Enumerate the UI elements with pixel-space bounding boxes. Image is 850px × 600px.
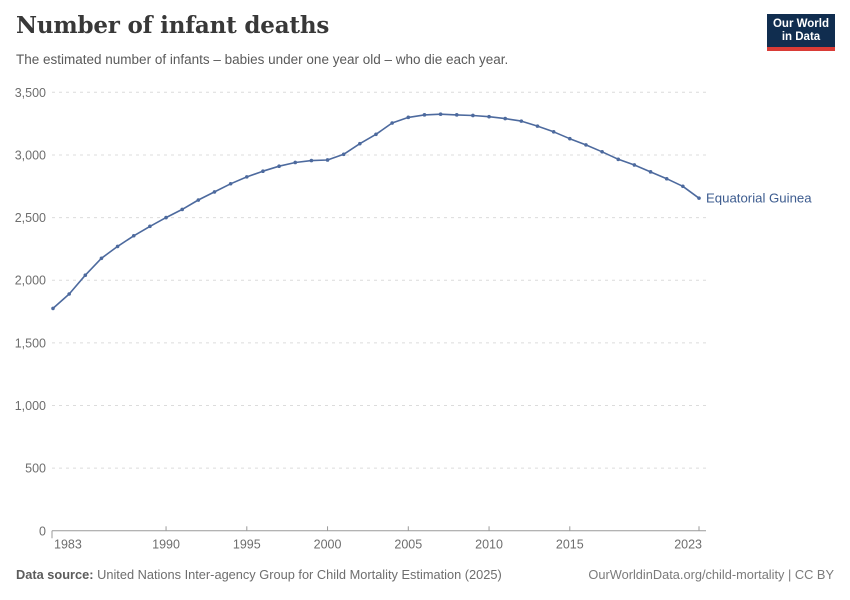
owid-url-license-link[interactable]: OurWorldinData.org/child-mortality | CC … [588,567,834,582]
x-axis-tick-label: 2023 [674,537,702,551]
data-point[interactable] [648,170,653,174]
data-point[interactable] [471,113,475,118]
x-axis-tick-label: 1995 [233,537,261,551]
data-point[interactable] [406,115,411,120]
data-source-text: United Nations Inter-agency Group for Ch… [93,567,502,582]
data-point[interactable] [358,141,362,146]
data-point[interactable] [277,164,281,169]
chart-svg: 0 500 1,000 1,500 2,000 2,500 3,000 3,500 1983 19… [15,86,813,551]
data-point[interactable] [697,196,701,200]
data-point[interactable] [196,198,201,202]
data-point[interactable] [67,292,71,296]
data-point[interactable] [568,136,572,141]
data-point[interactable] [390,121,394,125]
data-point[interactable] [293,160,298,165]
data-point[interactable] [341,152,346,157]
x-axis-tick-label: 1990 [152,537,180,551]
data-point[interactable] [503,116,508,121]
y-axis-tick-label: 1,000 [15,399,46,413]
chart-footer: Data source: United Nations Inter-agency… [16,567,834,582]
data-line-equatorial-guinea[interactable] [52,113,700,310]
data-point[interactable] [99,256,104,261]
data-point[interactable] [83,273,88,278]
chart-subtitle: The estimated number of infants – babies… [16,52,509,67]
data-source-note: Data source: United Nations Inter-agency… [16,567,502,582]
data-point[interactable] [148,224,152,229]
data-point[interactable] [551,129,556,134]
data-point[interactable] [261,169,265,174]
line-chart-canvas[interactable]: 0 500 1,000 1,500 2,000 2,500 3,000 3,500 1983 19… [0,0,850,552]
data-point[interactable] [600,150,604,154]
x-axis-tick-label: 2000 [314,537,342,551]
data-point[interactable] [664,176,669,181]
y-axis-tick-label: 500 [25,462,46,476]
data-point[interactable] [422,113,427,117]
data-point[interactable] [115,244,120,249]
data-point[interactable] [245,175,249,179]
owid-logo-line2: in Data [781,30,821,43]
data-point[interactable] [131,233,136,238]
series-end-label[interactable]: Equatorial Guinea [706,191,812,206]
x-axis-tick-label: 2015 [556,537,584,551]
x-axis-tick-label: 1983 [54,537,82,551]
data-point[interactable] [616,157,621,162]
data-point[interactable] [519,119,524,123]
data-source-label: Data source: [16,567,94,582]
page-title: Number of infant deaths [16,12,330,39]
data-point[interactable] [180,207,184,212]
data-point[interactable] [438,112,443,117]
data-point[interactable] [309,158,314,163]
data-point[interactable] [164,215,168,220]
data-point[interactable] [681,184,685,189]
data-point[interactable] [228,181,233,186]
data-point[interactable] [325,158,330,162]
owid-logo[interactable]: Our World in Data [767,14,835,51]
y-axis-tick-label: 1,500 [15,336,46,350]
data-point[interactable] [535,124,540,128]
y-axis-tick-label: 3,000 [15,148,46,162]
y-axis-tick-label: 0 [39,524,46,538]
owid-logo-line1: Our World [772,17,829,30]
y-axis-tick-label: 2,000 [15,274,46,288]
data-point[interactable] [212,190,217,194]
data-point[interactable] [374,132,378,137]
x-axis-tick-label: 2010 [475,537,503,551]
y-axis-tick-label: 3,500 [15,86,46,100]
y-axis-tick-label: 2,500 [15,211,46,225]
data-point[interactable] [632,163,637,167]
data-point[interactable] [454,113,459,117]
data-point[interactable] [584,143,588,147]
data-point[interactable] [51,306,55,311]
data-point[interactable] [487,114,491,119]
x-axis-tick-label: 2005 [394,537,422,551]
